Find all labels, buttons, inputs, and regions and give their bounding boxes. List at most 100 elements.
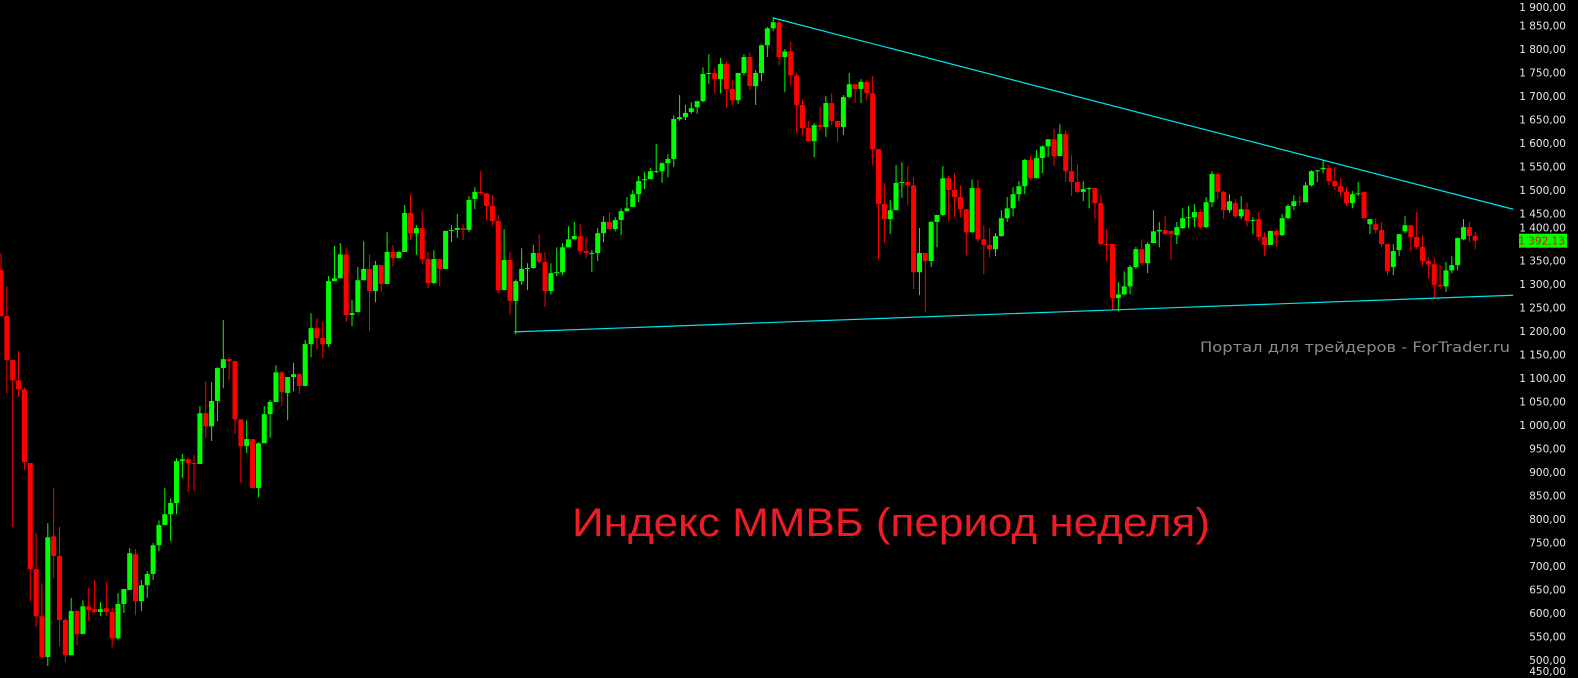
candle-body — [764, 28, 770, 46]
candle-up — [782, 49, 788, 93]
candle-body — [706, 72, 712, 74]
candle-down — [829, 93, 835, 126]
candle-body — [1425, 260, 1431, 265]
last-price-marker: 1 392,13 — [1518, 233, 1567, 248]
candle-body — [1267, 230, 1273, 245]
candle-body — [390, 252, 396, 259]
y-tick-label: 800,00 — [1529, 514, 1566, 526]
candle-body — [367, 268, 373, 292]
candle-down — [191, 455, 197, 492]
candle-body — [1057, 134, 1063, 157]
candle-down — [408, 194, 413, 241]
candle-down — [62, 618, 68, 663]
trendline-resistance[interactable] — [773, 17, 1514, 210]
candle-down — [390, 244, 396, 267]
candle-body — [922, 252, 928, 261]
y-tick-label: 500,00 — [1529, 655, 1566, 667]
candle-body — [174, 461, 179, 503]
y-tick-label: 1 800,00 — [1519, 44, 1566, 56]
candle-body — [1390, 251, 1396, 268]
candle-body — [255, 443, 261, 488]
candle-down — [1262, 232, 1268, 257]
candle-up — [519, 248, 525, 285]
candle-down — [343, 248, 349, 323]
candle-body — [413, 228, 419, 234]
candle-down — [1431, 258, 1437, 299]
candle-body — [858, 81, 864, 89]
candle-body — [601, 221, 607, 234]
candle-body — [203, 413, 209, 427]
candle-up — [560, 243, 566, 276]
candle-up — [285, 377, 291, 421]
candle-up — [1186, 205, 1192, 229]
candle-body — [238, 419, 244, 447]
candle-body — [571, 236, 577, 240]
candle-down — [185, 457, 191, 493]
candle-up — [396, 251, 402, 259]
candle-up — [811, 123, 817, 158]
candle-body — [957, 197, 963, 210]
candle-body — [1402, 225, 1408, 232]
candle-body — [583, 251, 589, 253]
candle-body — [1449, 265, 1455, 271]
candle-up — [659, 162, 665, 183]
candle-body — [1379, 229, 1385, 245]
candle-down — [1221, 190, 1227, 220]
candle-up — [68, 597, 74, 656]
candle-body — [1010, 194, 1016, 209]
candle-up — [384, 232, 390, 284]
candle-body — [62, 619, 68, 656]
candle-body — [1408, 225, 1414, 237]
candle-down — [226, 357, 232, 381]
candle-down — [1326, 165, 1332, 186]
candle-body — [647, 171, 653, 180]
candle-body — [10, 360, 16, 381]
candle-body — [1104, 244, 1110, 246]
candle-body — [829, 103, 835, 121]
y-tick-label: 1 050,00 — [1519, 396, 1566, 408]
candle-body — [671, 119, 677, 159]
trendline-support[interactable] — [514, 294, 1514, 333]
candle-body — [846, 84, 852, 97]
candle-down — [1028, 156, 1034, 181]
candle-body — [4, 315, 10, 361]
candle-body — [1133, 249, 1139, 268]
candle-down — [794, 72, 800, 134]
candle-body — [1033, 158, 1039, 179]
candle-up — [630, 189, 636, 207]
candle-body — [1314, 170, 1320, 172]
candle-up — [525, 263, 530, 291]
y-tick-label: 1 400,00 — [1519, 223, 1566, 235]
candle-body — [630, 194, 636, 207]
candle-body — [1262, 236, 1268, 245]
candle-down — [1110, 244, 1115, 311]
candle-up — [969, 179, 975, 233]
candle-up — [1010, 187, 1016, 217]
candle-down — [425, 252, 431, 289]
candle-up — [331, 245, 337, 282]
candle-body — [1074, 182, 1080, 192]
candle-body — [1121, 286, 1127, 295]
candle-down — [21, 387, 27, 471]
price-axis[interactable]: 1 900,00 1 850,00 1 800,00 1 750,00 1 700,00… — [1519, 2, 1566, 678]
chart-title: Индекс ММВБ (период неделя) — [572, 501, 1210, 545]
candle-body — [1344, 191, 1349, 204]
candle-body — [536, 252, 542, 262]
candle-body — [1420, 246, 1426, 261]
trendlines-layer — [514, 17, 1514, 333]
candle-down — [4, 286, 10, 393]
candle-body — [431, 259, 437, 284]
candle-up — [372, 260, 378, 303]
candle-down — [805, 120, 811, 143]
candle-body — [448, 229, 454, 231]
candle-body — [700, 73, 706, 102]
candle-body — [1221, 191, 1227, 211]
candle-down — [314, 318, 320, 350]
candle-down — [536, 234, 542, 264]
candle-body — [799, 104, 805, 128]
candle-down — [1425, 257, 1431, 279]
candle-down — [1215, 172, 1221, 199]
candle-down — [1414, 212, 1420, 250]
candle-body — [121, 588, 127, 604]
candle-down — [881, 182, 887, 244]
